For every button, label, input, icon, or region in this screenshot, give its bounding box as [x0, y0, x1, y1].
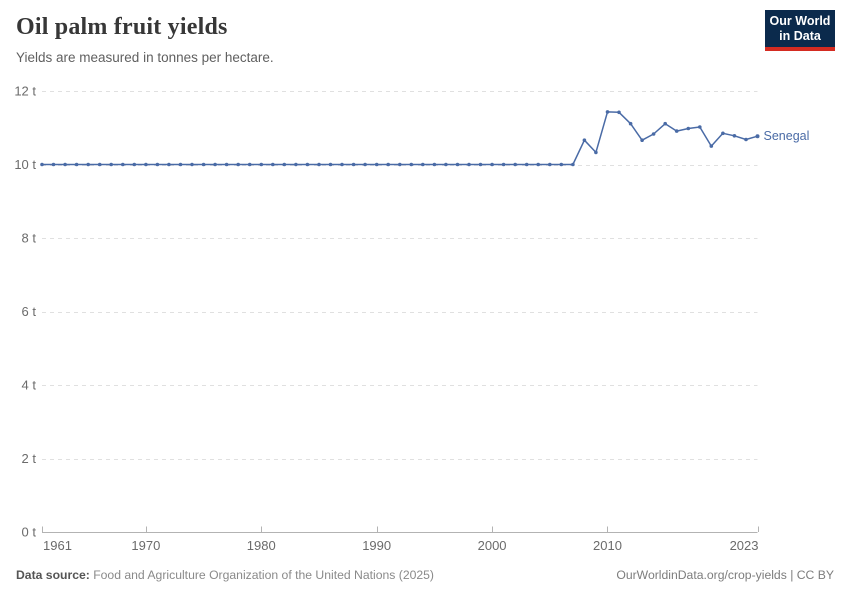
- y-axis-tick-label: 8 t: [22, 231, 37, 246]
- credit-link[interactable]: OurWorldinData.org/crop-yields | CC BY: [616, 568, 834, 582]
- data-point[interactable]: [74, 162, 79, 167]
- data-point[interactable]: [386, 162, 391, 167]
- data-point[interactable]: [674, 129, 679, 133]
- data-point[interactable]: [628, 121, 633, 126]
- data-point[interactable]: [167, 162, 171, 167]
- data-point[interactable]: [594, 150, 598, 155]
- y-axis-tick-label: 6 t: [22, 304, 37, 319]
- data-point[interactable]: [155, 162, 160, 167]
- data-point[interactable]: [109, 162, 113, 167]
- data-point[interactable]: [213, 162, 217, 167]
- data-point[interactable]: [640, 138, 644, 142]
- data-point[interactable]: [732, 134, 737, 138]
- data-point[interactable]: [582, 138, 587, 142]
- data-point[interactable]: [698, 125, 702, 129]
- data-point[interactable]: [559, 162, 564, 167]
- data-source-text: Food and Agriculture Organization of the…: [89, 568, 434, 582]
- data-point[interactable]: [271, 162, 275, 167]
- data-point[interactable]: [524, 162, 529, 167]
- data-point[interactable]: [86, 162, 90, 167]
- data-point[interactable]: [548, 162, 552, 167]
- series-line[interactable]: [41, 111, 759, 166]
- data-point[interactable]: [340, 162, 344, 167]
- data-point[interactable]: [259, 162, 264, 167]
- y-axis-tick-label: 12 t: [14, 84, 36, 99]
- data-point[interactable]: [178, 162, 183, 167]
- data-point[interactable]: [40, 162, 44, 167]
- data-point[interactable]: [144, 162, 148, 167]
- owid-logo-line1: Our World: [769, 14, 831, 28]
- data-point[interactable]: [328, 162, 333, 167]
- x-axis-tick-label: 2000: [478, 538, 507, 553]
- data-point[interactable]: [755, 134, 760, 139]
- data-point[interactable]: [571, 162, 575, 167]
- data-point[interactable]: [51, 162, 56, 167]
- data-point[interactable]: [282, 162, 287, 167]
- data-point[interactable]: [190, 162, 194, 167]
- data-point[interactable]: [201, 162, 206, 167]
- x-axis-tick-label: 1961: [43, 538, 72, 553]
- data-point[interactable]: [501, 162, 506, 167]
- owid-logo-line2: in Data: [779, 29, 821, 43]
- data-point[interactable]: [744, 137, 748, 142]
- x-axis-tick-label: 1970: [131, 538, 160, 553]
- data-source: Data source: Food and Agriculture Organi…: [16, 568, 434, 582]
- data-source-label: Data source:: [16, 568, 90, 582]
- data-point[interactable]: [605, 110, 610, 114]
- x-axis-tick-label: 1980: [247, 538, 276, 553]
- y-axis-tick-label: 4 t: [22, 378, 37, 393]
- y-axis-tick-label: 10 t: [14, 157, 36, 172]
- data-point[interactable]: [374, 162, 379, 167]
- data-point[interactable]: [721, 131, 725, 136]
- series-entity-label[interactable]: Senegal: [764, 129, 810, 143]
- data-point[interactable]: [455, 162, 460, 167]
- data-point[interactable]: [478, 162, 483, 167]
- data-point[interactable]: [444, 162, 448, 167]
- data-point[interactable]: [409, 162, 414, 167]
- data-point[interactable]: [421, 162, 425, 167]
- data-point[interactable]: [63, 162, 67, 167]
- data-point[interactable]: [651, 132, 656, 136]
- x-axis-tick-label: 2010: [593, 538, 622, 553]
- data-point[interactable]: [247, 162, 252, 167]
- y-axis-tick-label: 2 t: [22, 451, 37, 466]
- data-point[interactable]: [294, 162, 298, 167]
- data-point[interactable]: [224, 162, 229, 167]
- data-point[interactable]: [663, 121, 667, 126]
- data-point[interactable]: [617, 110, 621, 115]
- data-point[interactable]: [317, 162, 321, 167]
- chart-footer: Data source: Food and Agriculture Organi…: [16, 568, 834, 582]
- y-axis-tick-label: 0 t: [22, 525, 37, 540]
- data-point[interactable]: [513, 162, 517, 167]
- data-point[interactable]: [490, 162, 494, 167]
- data-point[interactable]: [351, 162, 356, 167]
- data-point[interactable]: [432, 162, 437, 167]
- data-point[interactable]: [398, 162, 402, 167]
- x-axis-tick-label: 2023: [730, 538, 759, 553]
- data-point[interactable]: [363, 162, 367, 167]
- page-title: Oil palm fruit yields: [16, 14, 228, 40]
- data-point[interactable]: [686, 126, 691, 131]
- data-point[interactable]: [132, 162, 137, 167]
- data-point[interactable]: [536, 162, 540, 167]
- data-point[interactable]: [709, 144, 714, 148]
- x-axis-tick-label: 1990: [362, 538, 391, 553]
- data-point[interactable]: [305, 162, 310, 167]
- data-point[interactable]: [467, 162, 471, 167]
- chart-header: Oil palm fruit yields Yields are measure…: [16, 14, 834, 65]
- owid-logo[interactable]: Our World in Data: [765, 10, 835, 51]
- data-point[interactable]: [236, 162, 240, 167]
- chart-subtitle: Yields are measured in tonnes per hectar…: [16, 50, 274, 65]
- data-point[interactable]: [97, 162, 102, 167]
- data-point[interactable]: [121, 162, 125, 167]
